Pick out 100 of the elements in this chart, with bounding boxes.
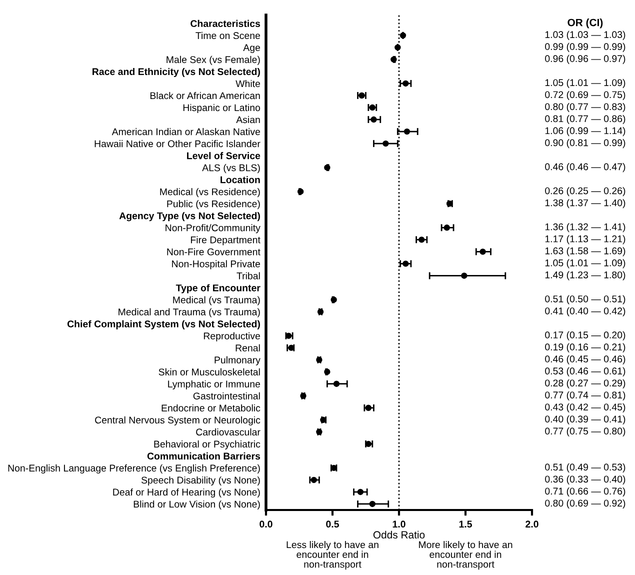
y-tick-label: ALS (vs BLS) [202, 164, 260, 174]
y-tick-label: White [236, 80, 260, 88]
point [330, 296, 337, 303]
y-tick-label: Behavioral or Psychiatric [154, 440, 260, 450]
y-tick-label: Time on Scene [196, 32, 260, 40]
data-label: 0.72 (0.69 — 0.75) [545, 90, 626, 100]
data-label: 1.17 (1.13 — 1.21) [545, 235, 626, 244]
data-label: 0.26 (0.25 — 0.26) [545, 187, 626, 196]
point [310, 476, 317, 484]
point [418, 236, 425, 243]
point [297, 188, 304, 195]
x-axis-title: Odds Ratio [373, 530, 425, 539]
y-tick-label: Level of Service [187, 152, 260, 160]
y-tick-label: Public (vs Residence) [167, 200, 260, 210]
data-label: 1.06 (0.99 — 1.14) [545, 127, 626, 136]
text: OR (CI) [568, 18, 603, 28]
point [369, 500, 376, 508]
text: Less likely to have an encounter end in non-transport [286, 541, 378, 570]
data-label: 1.63 (1.58 — 1.69) [545, 247, 626, 256]
point [365, 404, 372, 411]
y-tick-label: Pulmonary [214, 356, 260, 366]
data-label: 0.71 (0.66 — 0.76) [545, 487, 626, 497]
y-tick-label: Medical (vs Residence) [160, 188, 260, 198]
y-tick-label: Endocrine or Metabolic [162, 404, 260, 412]
y-tick-label: Cardiovascular [196, 428, 260, 436]
x-tick-label: 2.0 [526, 520, 538, 528]
point [480, 248, 486, 255]
point [461, 272, 468, 279]
y-tick-label: Medical and Trauma (vs Trauma) [118, 308, 260, 318]
y-tick-label: Hispanic or Latino [183, 104, 260, 114]
point [404, 128, 410, 135]
data-label: 0.51 (0.49 — 0.53) [545, 463, 626, 472]
y-tick-label: Blind or Low Vision (vs None) [134, 500, 260, 510]
x-tick-label: 1.0 [392, 520, 406, 528]
x-tick-label: 0.5 [326, 520, 339, 528]
y-tick-label: Type of Encounter [176, 284, 260, 294]
y-tick-label: Non-Hospital Private [172, 260, 260, 270]
y-tick-label: Characteristics [190, 20, 260, 28]
data-label: 0.43 (0.42 — 0.45) [545, 403, 626, 412]
data-label: 0.46 (0.46 — 0.47) [545, 163, 626, 172]
data-label: 0.17 (0.15 — 0.20) [545, 331, 626, 340]
y-tick-label: Race and Ethnicity (vs Not Selected) [92, 68, 260, 78]
data-label: 0.81 (0.77 — 0.86) [545, 114, 626, 124]
y-tick-label: Central Nervous System or Neurologic [95, 416, 260, 426]
point [382, 140, 389, 147]
data-label: 1.05 (1.01 — 1.09) [545, 78, 626, 88]
data-label: 0.80 (0.77 — 0.83) [545, 102, 626, 112]
text: More likely to have an encounter end in non-transport [419, 541, 512, 570]
data-label: 0.19 (0.16 — 0.21) [545, 343, 626, 352]
point [402, 260, 409, 267]
data-label: 1.49 (1.23 — 1.80) [545, 271, 626, 280]
data-label: 0.40 (0.39 — 0.41) [545, 415, 626, 424]
y-tick-label: Gastrointestinal [193, 392, 260, 400]
y-tick-label: Chief Complaint System (vs Not Selected) [67, 320, 260, 330]
y-tick-label: Non-Fire Government [167, 248, 260, 256]
data-label: 0.41 (0.40 — 0.42) [545, 307, 626, 316]
y-tick-label: Medical (vs Trauma) [173, 296, 260, 306]
point [324, 164, 330, 171]
data-label: 0.46 (0.45 — 0.46) [545, 355, 626, 364]
y-tick-label: Renal [236, 344, 260, 352]
y-tick-label: Non-Profit/Community [166, 224, 260, 234]
y-tick-label: Hawaii Native or Other Pacific Islander [94, 140, 260, 148]
y-tick-label: Lymphatic or Immune [168, 380, 260, 390]
data-label: 0.80 (0.69 — 0.92) [545, 499, 626, 509]
point [444, 224, 450, 231]
y-tick-label: Speech Disability (vs None) [141, 476, 260, 486]
y-tick-label: Reproductive [204, 332, 260, 342]
data-label: 0.77 (0.75 — 0.80) [545, 427, 626, 436]
y-tick-label: Non-English Language Preference (vs English Preference) [8, 464, 260, 474]
y-tick-label: Deaf or Hard of Hearing (vs None) [113, 488, 260, 498]
data-label: 0.96 (0.96 — 0.97) [545, 54, 626, 64]
y-tick-label: Location [220, 176, 260, 184]
y-tick-label: Age [243, 44, 260, 53]
data-label: 0.99 (0.99 — 0.99) [545, 42, 626, 52]
y-tick-label: Black or African American [150, 92, 260, 100]
point [390, 56, 397, 63]
point [324, 368, 330, 375]
data-label: 1.03 (1.03 — 1.03) [545, 30, 626, 40]
x-tick-label: 0.0 [260, 520, 272, 528]
point [370, 116, 377, 123]
y-tick-label: Asian [236, 116, 260, 124]
y-tick-label: American Indian or Alaskan Native [112, 128, 260, 136]
y-tick-label: Communication Barriers [147, 452, 260, 460]
point [333, 380, 340, 387]
data-label: 0.36 (0.33 — 0.40) [545, 475, 626, 484]
point [400, 32, 406, 39]
y-tick-label: Agency Type (vs Not Selected) [119, 212, 260, 222]
data-label: 1.38 (1.37 — 1.40) [545, 199, 626, 208]
data-label: 0.90 (0.81 — 0.99) [545, 139, 626, 148]
data-label: 0.28 (0.27 — 0.29) [545, 379, 626, 388]
data-label: 1.36 (1.32 — 1.41) [545, 223, 626, 232]
y-tick-label: Male Sex (vs Female) [166, 56, 260, 65]
y-tick-label: Fire Department [191, 236, 260, 246]
y-tick-label: Tribal [236, 272, 260, 280]
data-label: 0.77 (0.74 — 0.81) [545, 391, 626, 400]
data-label: 0.53 (0.46 — 0.61) [545, 367, 626, 376]
point [402, 80, 409, 87]
data-label: 0.51 (0.50 — 0.51) [545, 295, 626, 304]
x-tick-label: 1.5 [459, 520, 472, 528]
y-tick-label: Skin or Musculoskeletal [158, 368, 260, 376]
